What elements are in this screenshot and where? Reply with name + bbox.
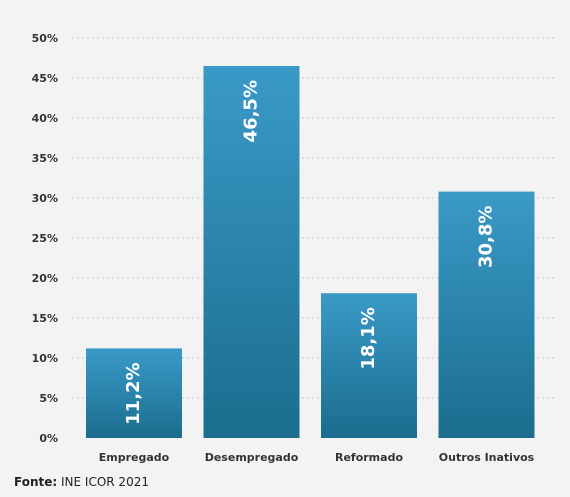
source-label: Fonte: xyxy=(14,475,58,489)
x-axis: Empregado Desempregado Reformado Outros Ina… xyxy=(99,451,535,464)
bar-data-label: 18,1% xyxy=(358,307,379,369)
x-tick-label: Desempregado xyxy=(205,451,299,464)
y-tick-label: 45% xyxy=(32,72,58,85)
y-tick-label: 50% xyxy=(32,32,58,45)
bars: 11,2% 46,5% 18,1% 30,8% xyxy=(86,66,535,438)
y-tick-label: 5% xyxy=(39,392,58,405)
y-tick-label: 25% xyxy=(32,232,58,245)
x-tick-label: Empregado xyxy=(99,451,170,464)
x-tick-label: Outros Inativos xyxy=(439,451,535,464)
bar-data-label: 11,2% xyxy=(123,362,144,424)
gridlines xyxy=(72,37,556,399)
source-note: Fonte: INE ICOR 2021 xyxy=(14,475,149,489)
y-tick-label: 0% xyxy=(39,432,58,445)
bar xyxy=(321,293,417,438)
y-tick-label: 30% xyxy=(32,192,58,205)
y-tick-label: 20% xyxy=(32,272,58,285)
y-tick-label: 10% xyxy=(32,352,58,365)
x-tick-label: Reformado xyxy=(335,451,403,464)
bar-chart: 0% 5% 10% 15% 20% 25% 30% 35% 40% 45% 50% 11,2% 46,… xyxy=(32,32,556,464)
bar xyxy=(438,191,535,438)
y-tick-label: 35% xyxy=(32,152,58,165)
bar-data-label: 30,8% xyxy=(476,206,497,268)
source-text: INE ICOR 2021 xyxy=(61,475,149,489)
y-tick-label: 40% xyxy=(32,112,58,125)
bar xyxy=(203,66,300,438)
y-tick-label: 15% xyxy=(32,312,58,325)
bar-data-label: 46,5% xyxy=(241,80,262,142)
y-axis: 0% 5% 10% 15% 20% 25% 30% 35% 40% 45% 50% xyxy=(32,32,58,445)
bar xyxy=(86,348,182,438)
